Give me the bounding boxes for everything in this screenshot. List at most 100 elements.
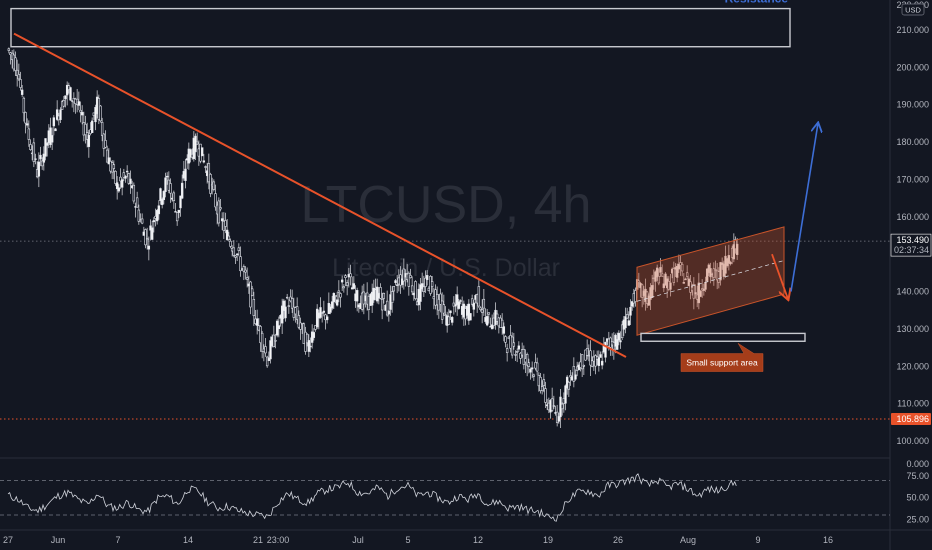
candle-body	[155, 210, 159, 222]
candle-body	[514, 354, 517, 356]
candle-body	[719, 262, 722, 281]
candle-body	[24, 112, 27, 124]
candle-body	[517, 345, 521, 350]
price-tick-label: 180.000	[896, 137, 929, 147]
candle-body	[659, 267, 662, 273]
candle-body	[157, 205, 161, 215]
time-axis[interactable]: 27 Jun 7 14 21 23:00 Jul 5 12 19 26 Aug 9 16	[3, 535, 833, 545]
candle-body	[19, 79, 22, 88]
candle-body	[512, 342, 516, 347]
candle-body	[634, 290, 637, 302]
candle-body	[627, 320, 631, 326]
grid-layer	[0, 240, 890, 420]
candle-body	[245, 277, 249, 280]
time-tick-label: 26	[613, 535, 623, 545]
candle-body	[662, 283, 666, 289]
price-axis[interactable]	[890, 0, 932, 550]
candle-body	[525, 354, 529, 366]
candle-body	[630, 301, 634, 307]
candle-body	[50, 135, 54, 143]
candle-body	[165, 175, 169, 178]
candle-body	[660, 273, 664, 277]
candle-body	[675, 265, 679, 278]
candle-body	[490, 324, 494, 330]
candle-body	[99, 105, 102, 122]
candle-body	[79, 110, 82, 113]
time-tick-label: Jun	[51, 535, 66, 545]
candle-body	[132, 184, 136, 202]
candle-body	[542, 379, 546, 386]
candle-body	[150, 227, 154, 240]
candle-body	[305, 333, 309, 344]
candle-body	[232, 247, 236, 256]
candle-body	[482, 298, 486, 309]
candle-body	[129, 178, 132, 184]
candle-body	[419, 284, 422, 302]
candle-body	[255, 318, 259, 326]
candle-body	[382, 292, 386, 299]
candle-body	[567, 382, 571, 390]
currency-badge[interactable]	[901, 3, 925, 16]
candle-body	[105, 149, 109, 163]
candle-body	[174, 211, 177, 213]
candle-body	[485, 316, 489, 326]
candle-body	[472, 302, 476, 310]
candle-body	[265, 356, 269, 367]
current-price-tag	[890, 233, 932, 257]
candle-body	[345, 282, 349, 286]
candle-body	[519, 352, 522, 359]
candle-body	[62, 100, 66, 107]
channel-midline	[636, 260, 785, 302]
candle-body	[624, 316, 627, 329]
price-tick-label: 170.000	[896, 174, 929, 184]
candle-body	[147, 245, 151, 250]
candle-body	[352, 283, 356, 289]
rsi-tick-label: 50.00	[906, 493, 929, 503]
candle-body	[407, 272, 411, 287]
candle-body	[250, 288, 254, 296]
price-tick-label: 160.000	[896, 212, 929, 222]
candle-body	[339, 293, 342, 298]
time-tick-label: 19	[543, 535, 553, 545]
support-callout-label: Small support area	[686, 358, 758, 368]
candle-body	[502, 326, 506, 334]
candle-body	[480, 309, 484, 313]
candle-body	[550, 398, 554, 411]
candle-body	[290, 298, 294, 309]
candle-body	[332, 293, 336, 303]
candle-body	[430, 281, 434, 287]
candle-body	[234, 255, 237, 258]
candle-body	[395, 284, 399, 286]
candle-body	[184, 168, 187, 181]
candle-body	[100, 122, 104, 136]
candle-body	[699, 290, 702, 297]
candle-body	[574, 374, 577, 380]
candle-body	[115, 182, 119, 190]
candle-body	[224, 220, 227, 227]
candle-body	[335, 299, 339, 306]
candle-body	[177, 209, 181, 213]
candle-body	[77, 101, 81, 106]
candle-body	[122, 172, 126, 178]
candle-body	[14, 57, 17, 71]
candle-body	[504, 336, 507, 343]
candle-body	[94, 107, 97, 123]
candle-body	[600, 360, 604, 366]
candle-body	[164, 177, 167, 192]
candle-body	[7, 48, 11, 51]
candle-body	[189, 149, 192, 158]
rsi-panel: 0.000 75.00 50.00 25.00	[0, 459, 929, 524]
candle-body	[169, 183, 172, 194]
candle-body	[625, 314, 629, 319]
candle-body	[37, 161, 41, 177]
candle-body	[455, 294, 459, 306]
support-price-label: 105.896	[896, 414, 929, 424]
candle-body	[39, 154, 42, 160]
candle-body	[204, 166, 207, 168]
candle-body	[732, 244, 736, 260]
candle-body	[702, 288, 706, 291]
candle-body	[284, 306, 287, 319]
watermark-symbol: LTCUSD, 4h	[301, 176, 592, 234]
candle-body	[470, 298, 474, 305]
candle-body	[40, 160, 44, 167]
